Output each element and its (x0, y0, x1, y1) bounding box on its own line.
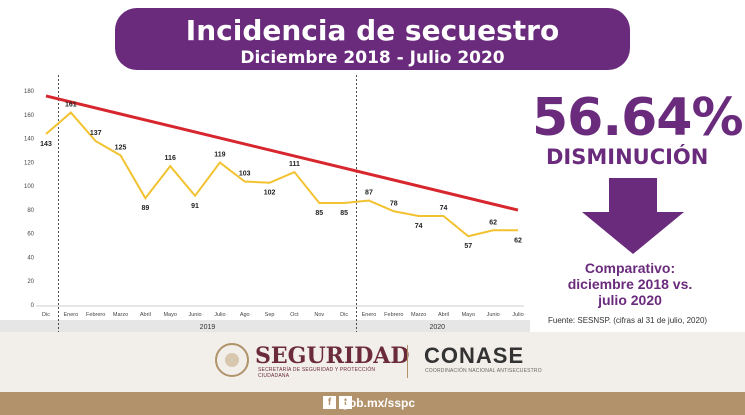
x-tick-label: Enero (362, 312, 377, 318)
x-tick-label: Dic (340, 312, 348, 318)
mexico-seal-icon (215, 343, 249, 377)
decrease-label: DISMINUCIÓN (546, 145, 709, 169)
comparison-line-1: Comparativo: (584, 260, 676, 276)
data-label: 119 (214, 152, 225, 159)
year-band (0, 320, 530, 332)
data-label: 103 (239, 171, 251, 178)
series-line (45, 111, 518, 238)
conase-subtitle: COORDINACIÓN NACIONAL ANTISECUESTRO (425, 368, 542, 374)
data-label: 102 (264, 190, 276, 197)
data-label: 89 (141, 205, 149, 212)
conase-logo: CONASE (424, 343, 525, 368)
year-label: 2020 (429, 324, 445, 331)
data-label: 137 (90, 130, 102, 137)
x-tick-label: Mayo (462, 312, 475, 318)
y-tick-label: 80 (27, 208, 34, 214)
year-label: 2019 (200, 324, 216, 331)
twitter-icon[interactable]: t (339, 396, 352, 409)
chart-subtitle: Diciembre 2018 - Julio 2020 (240, 48, 505, 68)
x-tick-label: Ago (240, 312, 250, 318)
data-label: 57 (464, 243, 472, 250)
data-label: 111 (289, 161, 300, 168)
x-tick-label: Febrero (384, 312, 403, 318)
y-tick-label: 20 (27, 279, 34, 285)
data-label: 74 (415, 223, 423, 230)
y-tick-label: 100 (24, 184, 35, 190)
line-chart: 0 20 40 60 80 100 120 140 160 180 Dic Enero Febrero M… (0, 75, 530, 332)
y-tick-label: 160 (24, 113, 35, 119)
logo-divider (407, 345, 408, 378)
comparison-line-2: diciembre 2018 vs. (567, 276, 693, 292)
data-label: 143 (40, 141, 52, 148)
x-tick-label: Abril (140, 312, 151, 318)
x-tick-label: Marzo (113, 312, 128, 318)
data-label: 62 (489, 219, 497, 226)
y-tick-label: 140 (24, 137, 35, 143)
x-tick-label: Febrero (86, 312, 105, 318)
facebook-icon[interactable]: f (323, 396, 336, 409)
data-label: 85 (340, 210, 348, 217)
x-tick-label: Mayo (163, 312, 176, 318)
x-tick-label: Nov (314, 312, 324, 318)
data-label: 91 (191, 203, 199, 210)
seguridad-logo: SEGURIDAD (255, 343, 410, 369)
data-label: 74 (440, 205, 448, 212)
chart-title: Incidencia de secuestro (185, 14, 560, 47)
y-tick-label: 60 (27, 232, 34, 238)
x-tick-label: Enero (63, 312, 78, 318)
x-tick-label: Junio (487, 312, 500, 318)
y-tick-label: 0 (31, 303, 35, 309)
title-banner: Incidencia de secuestro Diciembre 2018 -… (115, 8, 630, 70)
y-tick-label: 120 (24, 160, 35, 166)
x-tick-label: Marzo (411, 312, 426, 318)
data-label: 125 (115, 144, 127, 151)
logo-band (0, 332, 745, 392)
y-tick-label: 40 (27, 255, 34, 261)
x-tick-label: Junio (188, 312, 201, 318)
data-label: 116 (165, 155, 176, 162)
data-label: 85 (315, 210, 323, 217)
source-note: Fuente: SESNSP. (cifras al 31 de julio, … (548, 316, 708, 325)
data-label: 78 (390, 200, 398, 207)
footer-link[interactable]: gob.mx/sspc (341, 396, 415, 410)
x-tick-label: Oct (290, 312, 299, 318)
seguridad-subtitle: SECRETARÍA DE SEGURIDAD Y PROTECCIÓN CIU… (258, 367, 376, 379)
x-tick-label: Dic (42, 312, 50, 318)
x-tick-label: Julio (214, 312, 225, 318)
decrease-percent: 56.64% (532, 88, 744, 148)
down-arrow-icon (582, 178, 684, 254)
x-tick-label: Julio (512, 312, 523, 318)
comparison-note: Comparativo: diciembre 2018 vs. julio 20… (560, 260, 700, 308)
x-tick-label: Sep (265, 312, 275, 318)
footer-bar: f t gob.mx/sspc (0, 392, 745, 415)
data-label: 87 (365, 190, 373, 197)
x-tick-label: Abril (438, 312, 449, 318)
comparison-line-3: julio 2020 (598, 292, 662, 308)
data-label: 161 (65, 102, 77, 109)
data-label: 62 (514, 237, 522, 244)
social-icons: f t (323, 396, 352, 409)
y-tick-label: 180 (24, 89, 35, 95)
trend-line (45, 94, 519, 212)
